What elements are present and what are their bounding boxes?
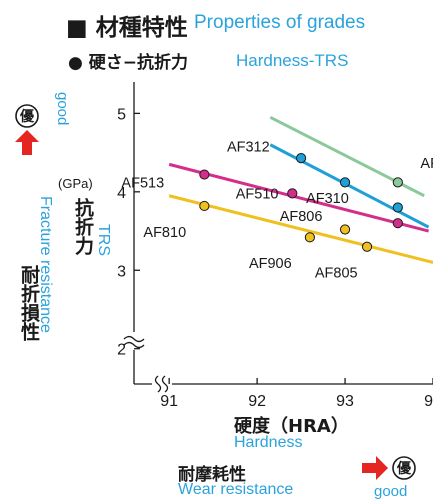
x-concept-jp: 耐摩耗性 [178, 465, 246, 485]
y-axis-break-1 [123, 335, 145, 343]
y-concept-jp: 耐折損性 [18, 265, 40, 341]
point-af312 [295, 152, 307, 164]
point-af805 [361, 241, 373, 252]
point-label-af513: AF513 [121, 175, 164, 191]
better-up-marker: 優 [15, 104, 39, 155]
y-label-jp: 抗折力 [72, 198, 94, 255]
circle-bullet: ● [68, 53, 83, 73]
point-label-af510: AF510 [236, 186, 279, 202]
point-label-af209: AF209 [420, 156, 433, 172]
subtitle-jp: ● 硬さ−抗折力 [68, 48, 188, 73]
title-jp: ■ 材種特性 [66, 8, 188, 42]
point-label-af806: AF806 [280, 209, 323, 225]
x-axis-break-2 [161, 375, 169, 393]
point-af806 [339, 224, 351, 235]
good-right: good [374, 483, 408, 500]
y-tick-label-5: 5 [117, 106, 126, 123]
subtitle-jp-text: 硬さ−抗折力 [88, 53, 189, 73]
arrow-up-icon [15, 130, 39, 155]
y-concept-en: Fracture resistance [37, 196, 54, 333]
point-af505 [392, 218, 403, 229]
square-bullet: ■ [66, 15, 88, 41]
point-label-af906: AF906 [249, 256, 292, 272]
x-axis-break-1 [154, 375, 162, 393]
point-af513 [199, 169, 210, 180]
x-tick-label-94: 94 [424, 393, 433, 410]
better-circle-up [15, 104, 39, 128]
y-tick-label-2: 2 [117, 342, 126, 359]
x-concept-en: Wear resistance [178, 481, 294, 498]
point-label-af810: AF810 [143, 225, 186, 241]
better-right-marker: 優 [362, 456, 416, 480]
better-circle-right [392, 456, 416, 480]
y-axis-break-2 [123, 341, 145, 349]
point-af310 [339, 177, 351, 188]
subtitle-en: Hardness-TRS [236, 51, 349, 70]
point-af510 [287, 188, 298, 199]
better-symbol-right: 優 [396, 460, 412, 476]
x-label-jp: 硬度（HRA） [234, 416, 349, 437]
title-en: Properties of grades [194, 12, 366, 33]
point-af810 [199, 200, 210, 212]
point-label-af805: AF805 [315, 266, 358, 282]
point-af906 [304, 232, 315, 243]
x-tick-label-92: 92 [248, 393, 266, 410]
point-af209 [392, 177, 403, 188]
title-jp-text: 材種特性 [95, 15, 188, 41]
y-unit: (GPa) [58, 176, 93, 191]
better-symbol-up: 優 [19, 108, 35, 124]
arrow-right-icon [362, 456, 388, 480]
trend-line-yellow [168, 194, 433, 264]
trend-line-magenta [168, 162, 429, 233]
x-tick-label-93: 93 [336, 393, 354, 410]
hardness-trs-chart: 234591929394AF209AF312AF310AF308AF513AF5… [117, 82, 433, 410]
point-af308 [392, 202, 403, 213]
y-tick-label-3: 3 [117, 263, 126, 280]
x-tick-label-91: 91 [160, 393, 178, 410]
point-label-af312: AF312 [227, 139, 270, 155]
y-tick-label-4: 4 [117, 185, 126, 202]
y-label-en: TRS [95, 224, 112, 256]
x-label-en: Hardness [234, 434, 303, 451]
good-up: good [54, 92, 71, 126]
point-label-af310: AF310 [306, 191, 349, 207]
